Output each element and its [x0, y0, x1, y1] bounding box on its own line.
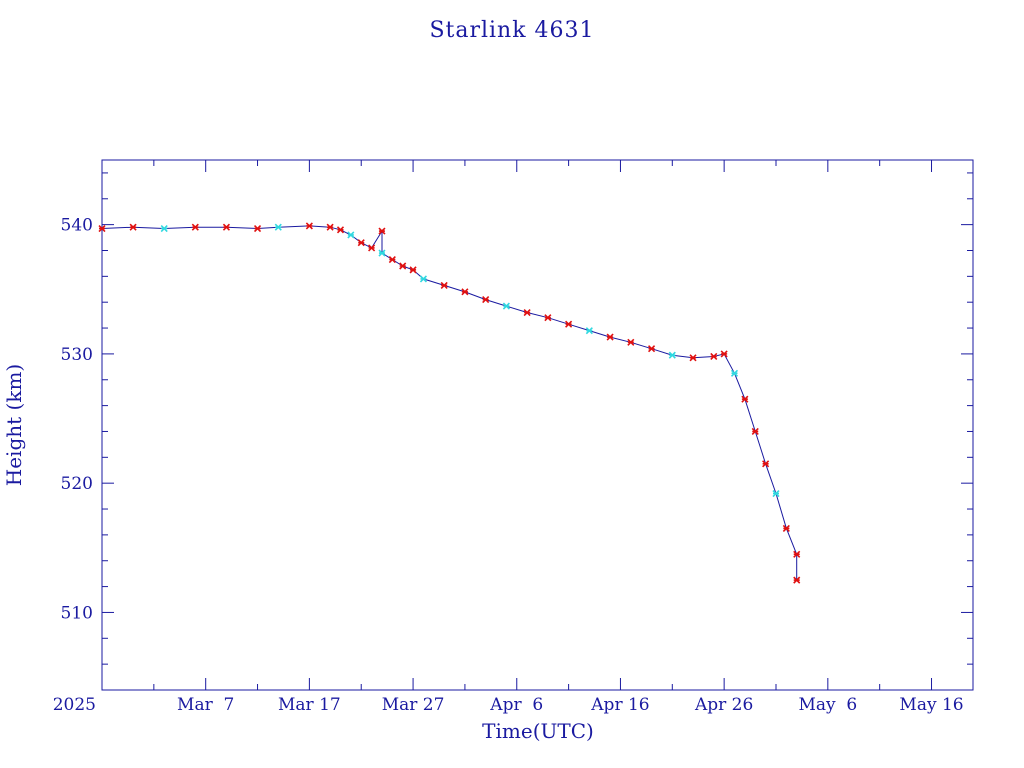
data-point — [502, 302, 510, 310]
x-tick-label-year: 2025 — [53, 695, 96, 715]
data-point — [305, 222, 313, 230]
data-point — [793, 550, 801, 558]
data-point — [378, 227, 386, 235]
data-point — [191, 223, 199, 231]
x-tick-label: Mar 27 — [382, 695, 445, 715]
data-point — [253, 224, 262, 233]
x-tick-label: Mar 17 — [278, 695, 341, 715]
data-point — [647, 345, 656, 353]
data-point — [482, 296, 490, 304]
data-point — [523, 308, 531, 317]
data-point — [222, 223, 230, 231]
x-tick-label: Mar 7 — [177, 695, 234, 715]
data-point — [762, 460, 770, 468]
data-point — [419, 275, 428, 283]
data-point — [606, 333, 614, 341]
x-tick-label: May 6 — [798, 695, 857, 715]
x-axis-label: Time(UTC) — [482, 719, 594, 743]
chart-title: Starlink 4631 — [429, 18, 594, 43]
data-point — [627, 338, 635, 346]
data-point — [129, 223, 137, 231]
data-point — [98, 224, 106, 233]
y-tick-label: 530 — [61, 345, 93, 365]
y-tick-label: 540 — [61, 216, 93, 236]
data-point — [751, 427, 759, 436]
x-tick-label: Apr 26 — [694, 695, 753, 715]
data-point — [793, 576, 801, 584]
data-point — [326, 223, 334, 231]
data-point — [461, 288, 469, 296]
data-point — [544, 314, 552, 322]
data-point — [710, 352, 718, 361]
y-axis-label: Height (km) — [2, 364, 26, 486]
y-tick-label: 510 — [61, 603, 93, 623]
data-point — [782, 524, 790, 532]
data-point — [741, 395, 749, 403]
data-point — [409, 266, 417, 274]
series-line — [101, 225, 798, 581]
data-point — [689, 354, 697, 362]
data-point — [368, 244, 376, 252]
data-point — [160, 224, 168, 233]
x-tick-label: Apr 6 — [489, 695, 543, 715]
data-point — [720, 350, 728, 358]
data-point — [378, 249, 386, 257]
x-tick-label: May 16 — [899, 695, 963, 715]
data-point — [357, 239, 365, 247]
data-point — [336, 226, 345, 234]
data-point — [388, 255, 396, 264]
data-point — [440, 281, 448, 289]
data-point — [772, 489, 780, 498]
data-point — [399, 262, 407, 270]
data-point — [730, 369, 739, 377]
data-point — [565, 320, 573, 328]
data-point — [274, 223, 282, 231]
data-point — [668, 351, 676, 359]
data-series — [98, 222, 801, 584]
plot-frame — [101, 159, 974, 691]
data-point — [347, 231, 355, 239]
y-tick-label: 520 — [61, 474, 93, 494]
axis-ticks: 2025 Mar 7 Mar 17 Mar 27 Apr 6 Apr 16 Apr 26 Ma… — [53, 160, 973, 715]
data-point — [585, 327, 593, 335]
x-tick-label: Apr 16 — [590, 695, 649, 715]
